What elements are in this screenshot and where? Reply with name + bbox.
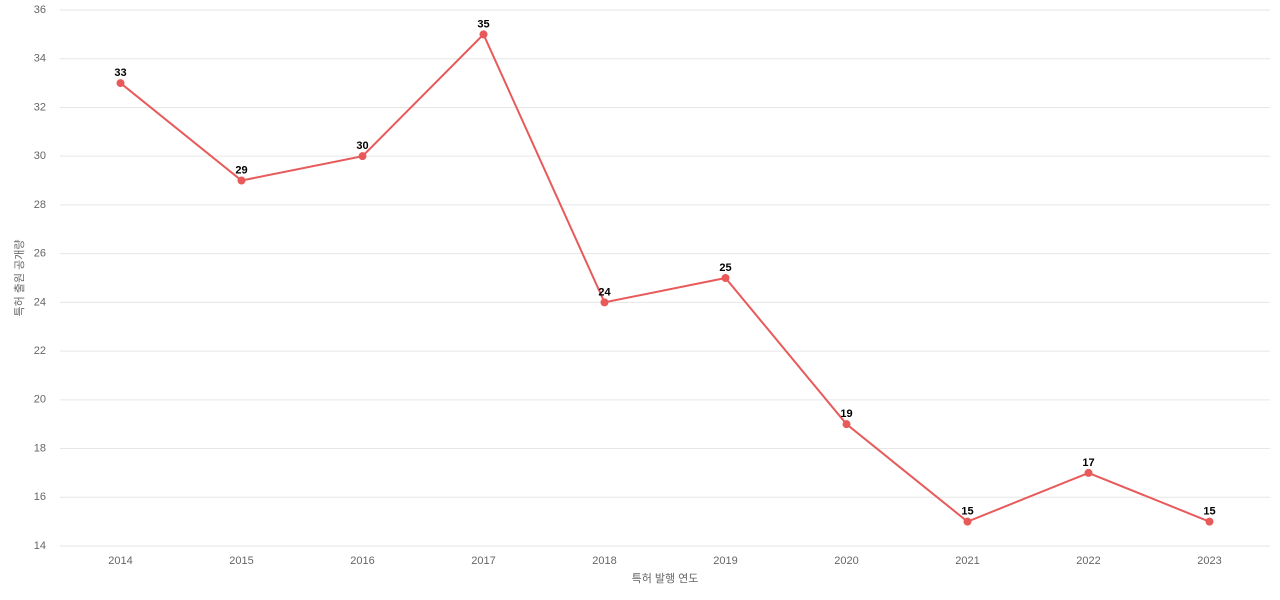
value-label: 33 [114,67,126,79]
y-tick-label: 28 [34,199,46,211]
value-label: 19 [840,408,852,420]
x-tick-label: 2020 [834,555,858,567]
x-tick-label: 2019 [713,555,737,567]
x-tick-label: 2014 [108,555,132,567]
y-tick-label: 20 [34,394,46,406]
x-tick-label: 2021 [955,555,979,567]
x-tick-label: 2015 [229,555,253,567]
y-tick-label: 26 [34,248,46,260]
y-tick-label: 34 [34,53,46,65]
x-tick-label: 2023 [1197,555,1221,567]
y-tick-label: 14 [34,540,46,552]
y-tick-label: 30 [34,150,46,162]
y-tick-label: 32 [34,101,46,113]
point [1084,468,1093,477]
x-tick-label: 2017 [471,555,495,567]
value-label: 15 [961,506,973,518]
value-label: 35 [477,18,489,30]
y-tick-label: 16 [34,491,46,503]
point [479,30,488,39]
y-tick-label: 24 [34,296,46,308]
point [842,420,851,429]
value-label: 17 [1082,457,1094,469]
x-axis-label: 특허 발행 연도 [632,572,699,585]
point [358,152,367,161]
value-label: 15 [1203,506,1215,518]
y-tick-label: 22 [34,345,46,357]
y-axis-label: 특허 출원 공개량 [13,240,26,317]
value-label: 25 [719,262,731,274]
line [119,32,1210,523]
x-tick-label: 2022 [1076,555,1100,567]
value-label: 30 [356,140,368,152]
value-label: 29 [235,164,247,176]
value-label: 24 [598,286,611,298]
y-tick-label: 18 [34,442,46,454]
point [116,79,125,88]
point [600,298,609,307]
x-tick-label: 2018 [592,555,616,567]
point [963,517,972,526]
point [237,176,246,185]
y-tick-label: 36 [34,4,46,16]
x-tick-label: 2016 [350,555,374,567]
point [721,274,730,282]
point [1205,517,1214,526]
